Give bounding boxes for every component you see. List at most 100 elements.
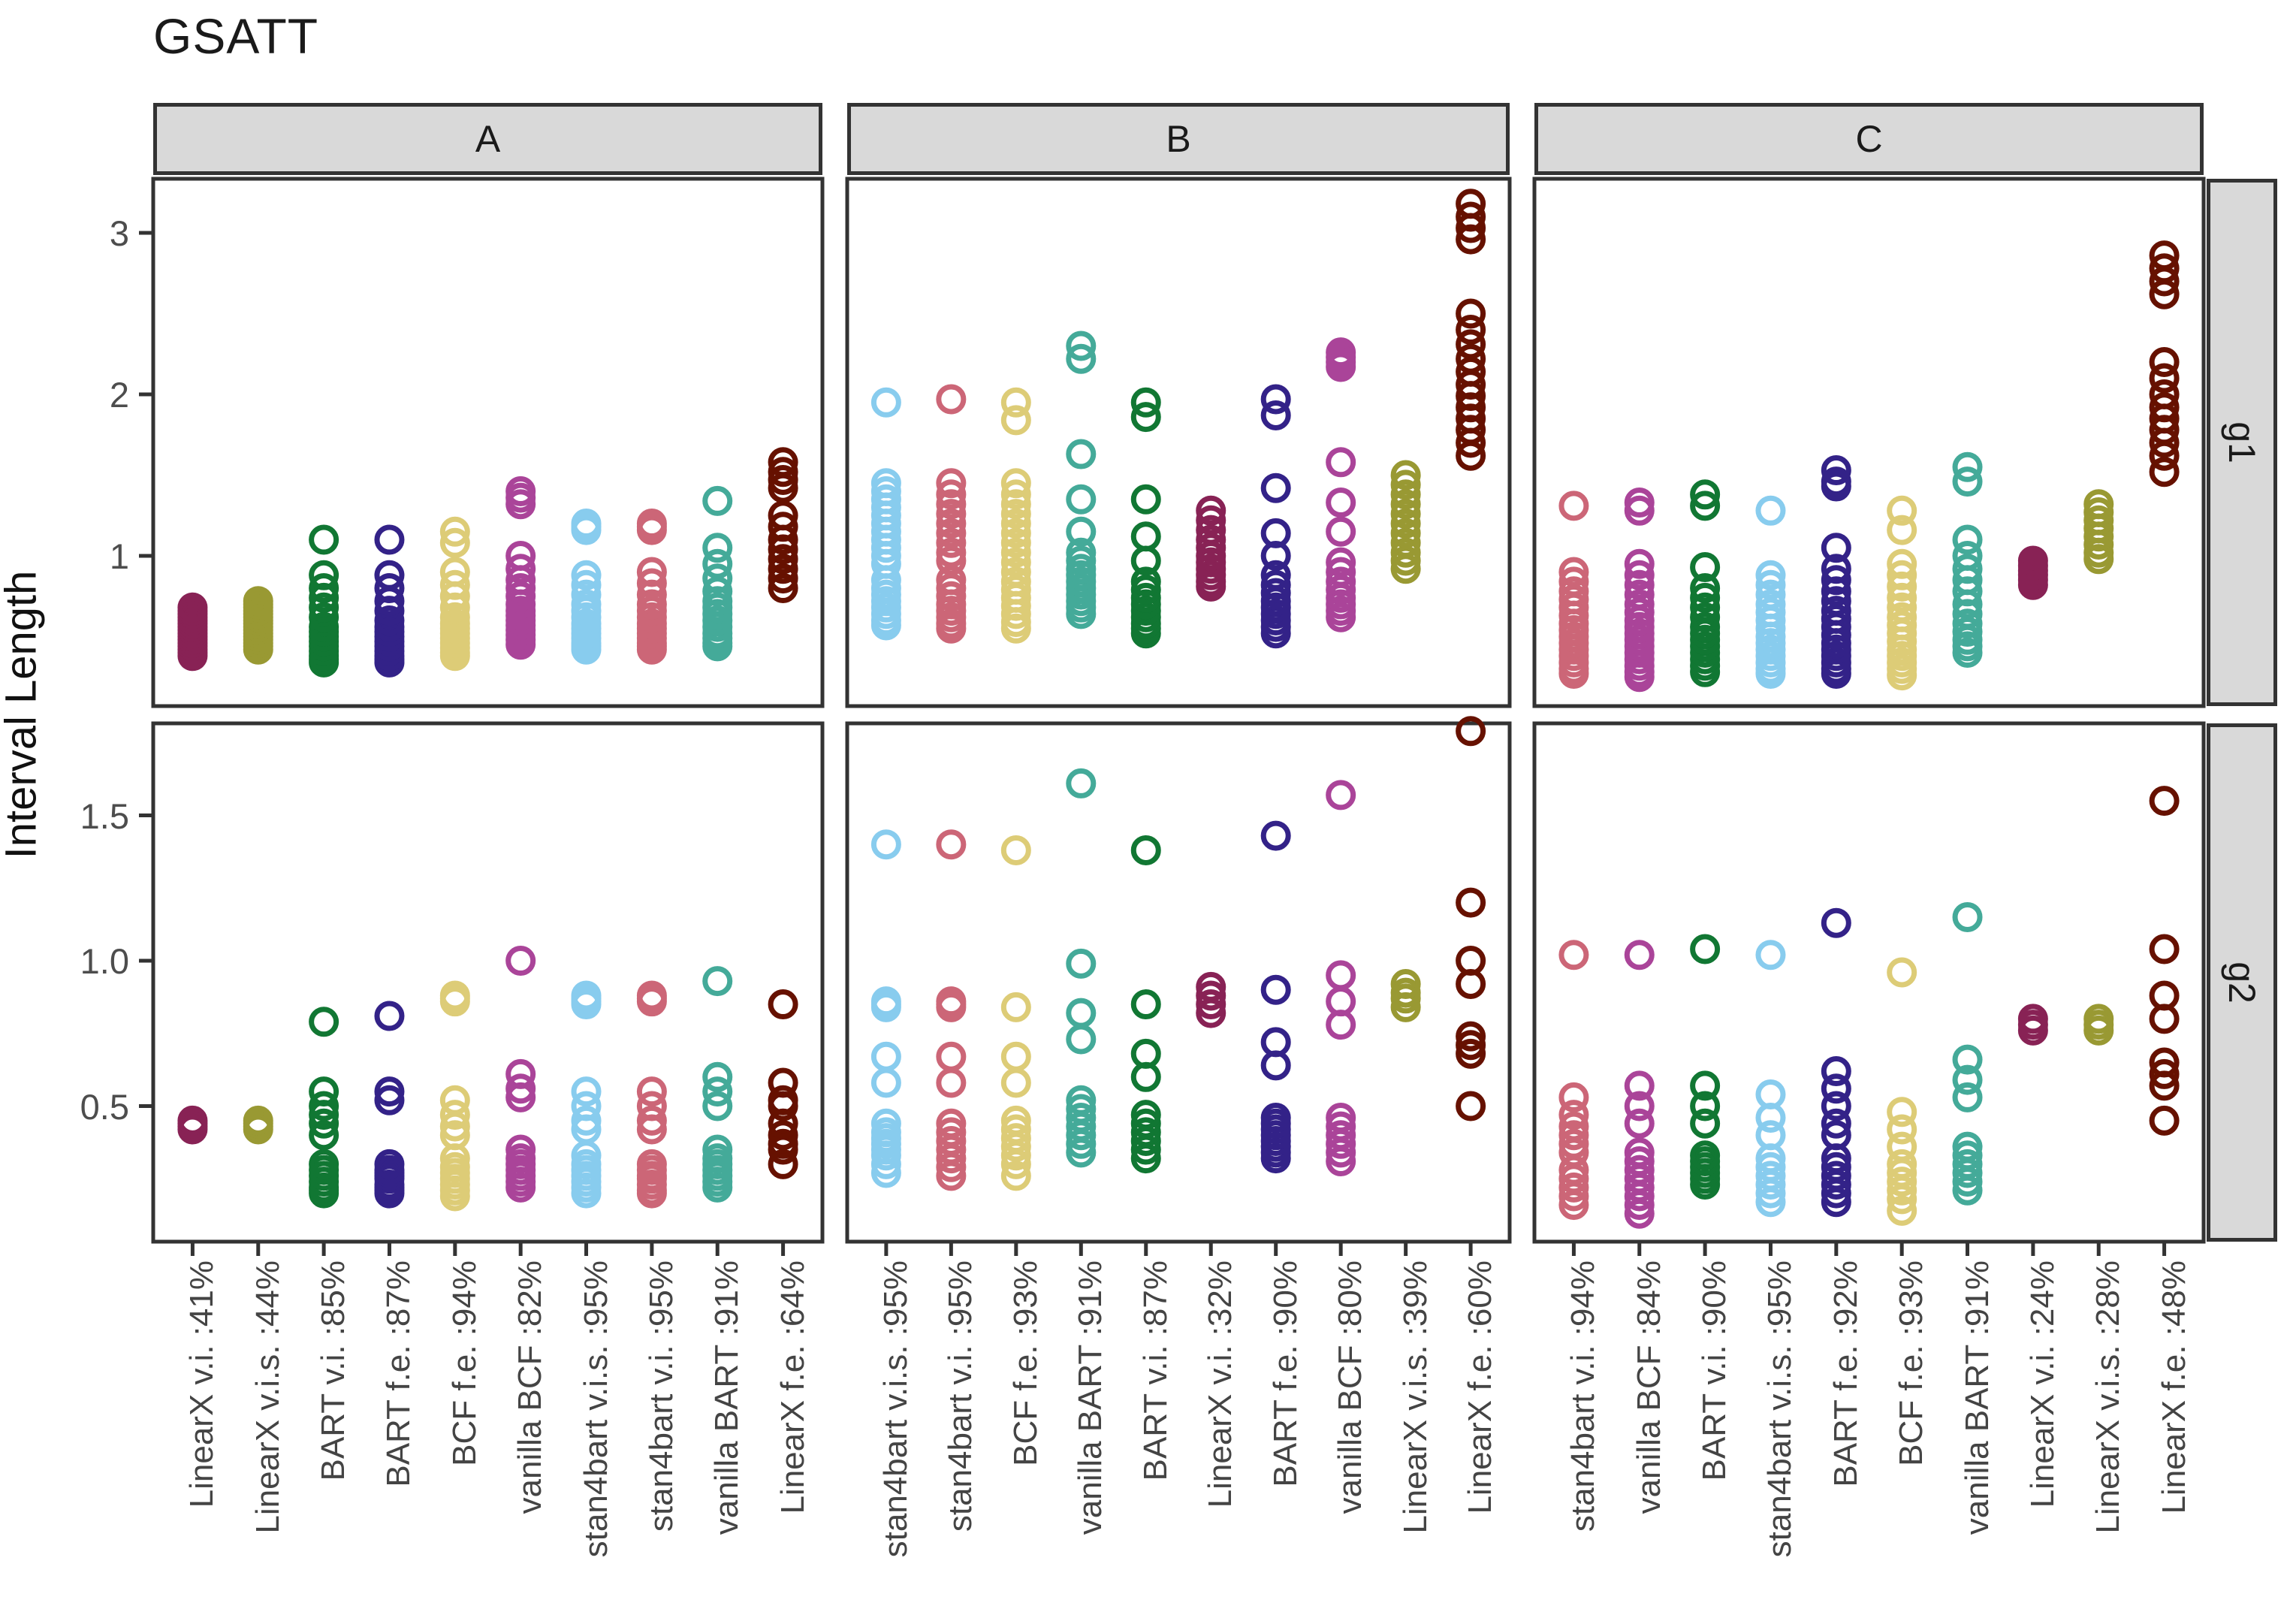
data-point — [439, 602, 470, 632]
data-point — [1000, 1105, 1031, 1136]
data-point — [309, 560, 339, 590]
data-point — [1821, 1073, 1851, 1104]
data-point — [2149, 1058, 2180, 1089]
data-point — [1952, 466, 1983, 497]
data-point — [1260, 400, 1291, 430]
data-point — [1000, 518, 1031, 548]
data-point — [1000, 1114, 1031, 1145]
data-point — [1326, 547, 1356, 578]
data-point — [1887, 1114, 1917, 1145]
x-axis-label-C-LinearX-f-e-: LinearX f.e. :48% — [2155, 1260, 2192, 1514]
data-point — [1456, 1038, 1486, 1069]
data-point — [768, 1128, 798, 1159]
data-point — [1624, 940, 1655, 970]
data-point — [571, 1091, 602, 1121]
data-point — [1558, 1100, 1589, 1130]
data-point — [1624, 569, 1655, 600]
data-point — [768, 563, 798, 594]
data-point — [505, 1143, 536, 1174]
x-axis-label-A-vanilla-BART: vanilla BART :91% — [708, 1260, 746, 1535]
data-point — [1755, 1161, 1786, 1191]
data-point — [2149, 240, 2180, 271]
data-point — [870, 829, 901, 860]
data-point — [2083, 489, 2114, 520]
data-point — [439, 527, 470, 558]
data-point — [1066, 516, 1097, 547]
x-axis-label-B-LinearX-f-e-: LinearX f.e. :60% — [1462, 1260, 1499, 1514]
data-point — [1952, 524, 1983, 555]
data-point — [1326, 557, 1356, 587]
data-point — [1130, 566, 1161, 597]
data-point — [1390, 518, 1421, 548]
x-axis-label-C-stan4bart-v-i-s-: stan4bart v.i.s. :95% — [1761, 1260, 1799, 1558]
data-point — [1821, 907, 1851, 938]
y-tick-label-g2-1.0: 1.0 — [80, 941, 129, 981]
data-point — [1755, 569, 1786, 600]
x-axis-label-A-BART-v-i-: BART v.i. :85% — [315, 1260, 352, 1481]
data-point — [374, 1085, 405, 1115]
data-point — [1066, 1085, 1097, 1115]
data-point — [636, 1091, 667, 1121]
data-point — [1755, 1152, 1786, 1182]
data-point — [1821, 1091, 1851, 1121]
x-axis-label-B-vanilla-BCF: vanilla BCF :80% — [1332, 1260, 1369, 1514]
data-point — [702, 1076, 733, 1107]
data-point — [2149, 392, 2180, 423]
data-point — [702, 1091, 733, 1121]
data-point — [702, 1134, 733, 1165]
data-point — [636, 568, 667, 599]
data-point — [1624, 488, 1655, 518]
x-axis-label-C-BCF-f-e-: BCF f.e. :93% — [1893, 1260, 1930, 1466]
data-point — [571, 509, 602, 539]
x-axis-label-C-BART-v-i-: BART v.i. :90% — [1696, 1260, 1733, 1481]
data-point — [1196, 980, 1226, 1011]
data-point — [1326, 488, 1356, 518]
data-point — [1887, 560, 1917, 590]
data-point — [1624, 560, 1655, 590]
data-point — [1456, 329, 1486, 360]
data-point — [309, 1076, 339, 1107]
data-point — [1260, 1102, 1291, 1133]
data-point — [1196, 495, 1226, 526]
data-point — [1952, 1131, 1983, 1162]
data-point — [374, 573, 405, 603]
data-point — [1456, 189, 1486, 219]
x-axis-label-A-LinearX-v-i-s-: LinearX v.i.s. :44% — [249, 1260, 286, 1534]
data-point — [1690, 592, 1721, 623]
data-point — [1390, 509, 1421, 539]
data-point — [1390, 489, 1421, 520]
data-point — [1000, 537, 1031, 568]
data-point — [1326, 1111, 1356, 1142]
data-point — [1000, 489, 1031, 520]
data-point — [870, 1117, 901, 1148]
x-axis-label-B-LinearX-v-i-: LinearX v.i. :32% — [1202, 1260, 1239, 1508]
data-point — [243, 1105, 273, 1136]
data-point — [768, 1120, 798, 1151]
data-point — [1066, 998, 1097, 1028]
data-point — [870, 387, 901, 418]
facet-strip-g2: g2 — [2207, 723, 2277, 1242]
data-point — [1260, 820, 1291, 851]
data-point — [1821, 565, 1851, 596]
data-point — [1066, 537, 1097, 568]
x-axis-label-B-LinearX-v-i-s-: LinearX v.i.s. :39% — [1396, 1260, 1434, 1534]
data-point — [1821, 1108, 1851, 1139]
data-point — [1000, 527, 1031, 558]
data-point — [1690, 573, 1721, 603]
x-axis-label-A-BCF-f-e-: BCF f.e. :94% — [445, 1260, 483, 1466]
data-point — [1690, 1091, 1721, 1121]
data-point — [1887, 602, 1917, 632]
plot-title: GSATT — [153, 8, 319, 64]
data-point — [1952, 901, 1983, 932]
data-point — [636, 509, 667, 539]
x-axis-label-B-stan4bart-v-i-: stan4bart v.i. :95% — [942, 1260, 979, 1532]
data-point — [1000, 992, 1031, 1022]
data-point — [1887, 1195, 1917, 1226]
data-point — [1130, 1117, 1161, 1148]
data-point — [936, 829, 967, 860]
data-point — [1130, 402, 1161, 433]
data-point — [1887, 1131, 1917, 1162]
data-point — [1887, 957, 1917, 988]
data-point — [1000, 557, 1031, 587]
data-point — [439, 569, 470, 600]
